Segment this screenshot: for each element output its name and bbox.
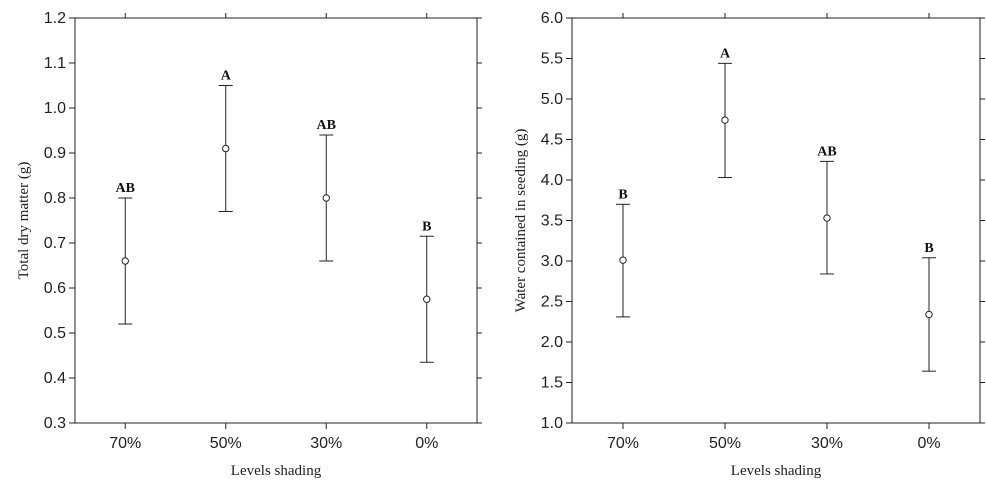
y-tick-label: 0.4 xyxy=(44,370,66,387)
significance-label: B xyxy=(422,219,431,234)
plot-frame xyxy=(74,17,478,424)
y-tick-label: 0.6 xyxy=(44,280,66,297)
x-tick-label: 50% xyxy=(709,435,741,452)
y-tick-label: 5.5 xyxy=(541,51,563,68)
x-axis-title: Levels shading xyxy=(231,463,322,479)
significance-label: AB xyxy=(317,118,336,133)
y-tick-label: 0.3 xyxy=(44,415,66,432)
y-tick-label: 3.0 xyxy=(541,253,563,270)
significance-label: A xyxy=(720,46,731,61)
mean-point xyxy=(322,194,330,202)
y-tick-label: 3.5 xyxy=(541,213,563,230)
y-tick-label: 2.0 xyxy=(541,334,563,351)
x-tick-label: 30% xyxy=(811,435,843,452)
significance-label: AB xyxy=(116,181,135,196)
y-tick-label: 0.8 xyxy=(44,190,66,207)
x-tick-label: 50% xyxy=(210,435,242,452)
mean-point xyxy=(222,144,230,153)
plot-frame xyxy=(571,17,981,424)
y-tick-label: 0.7 xyxy=(44,235,66,252)
significance-label: AB xyxy=(817,144,836,159)
y-tick-label: 1.5 xyxy=(541,375,563,392)
mean-point xyxy=(925,310,933,319)
x-axis-title: Levels shading xyxy=(731,463,822,479)
left-panel-total-dry-matter: 0.3 0.4 0.5 0.6 0.7 0.8 0.9 1.0 1.1 1.2 70% 50% 30% 0… xyxy=(16,10,482,479)
significance-label: A xyxy=(221,69,232,84)
mean-point xyxy=(423,295,431,303)
y-tick-label: 6.0 xyxy=(541,10,563,27)
y-tick-label: 0.9 xyxy=(44,145,66,162)
x-tick-label: 70% xyxy=(109,435,141,452)
x-tick-label: 0% xyxy=(917,435,940,452)
y-tick-label: 4.0 xyxy=(541,172,563,189)
significance-label: B xyxy=(924,241,933,256)
y-tick-label: 2.5 xyxy=(541,294,563,311)
y-tick-label: 1.0 xyxy=(541,415,563,432)
x-tick-label: 70% xyxy=(607,435,639,452)
significance-label: B xyxy=(618,187,627,202)
y-axis-title: Water contained in seeding (g) xyxy=(513,129,529,313)
y-tick-label: 5.0 xyxy=(541,91,563,108)
mean-point xyxy=(121,257,129,265)
mean-point xyxy=(721,116,729,124)
y-tick-label: 4.5 xyxy=(541,132,563,149)
y-tick-label: 1.1 xyxy=(44,55,66,72)
x-tick-label: 0% xyxy=(415,435,438,452)
x-tick-label: 30% xyxy=(310,435,342,452)
y-tick-label: 1.2 xyxy=(44,10,66,27)
y-tick-label: 0.5 xyxy=(44,325,66,342)
mean-point xyxy=(823,214,831,222)
mean-point xyxy=(619,256,627,264)
y-tick-label: 1.0 xyxy=(44,100,66,117)
y-axis-title: Total dry matter (g) xyxy=(16,162,32,280)
right-panel-water-content: 1.0 1.5 2.0 2.5 3.0 3.5 4.0 4.5 5.0 5.5 6.0 70% 50% 3… xyxy=(513,10,985,479)
